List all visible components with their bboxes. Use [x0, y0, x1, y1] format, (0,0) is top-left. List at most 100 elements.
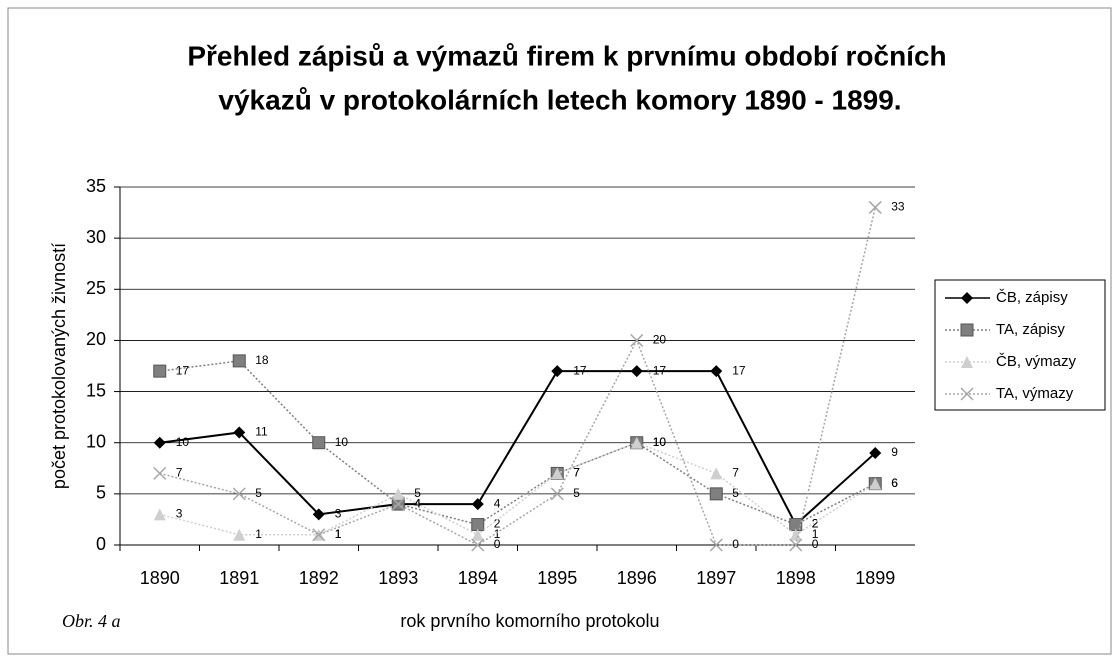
marker	[630, 365, 643, 378]
series-line	[159, 360, 876, 526]
marker	[869, 446, 882, 459]
data-label: 7	[573, 466, 580, 480]
data-label: 5	[414, 486, 421, 500]
figure-note: Obr. 4 a	[62, 611, 121, 631]
data-label: 6	[891, 476, 898, 490]
marker	[312, 508, 325, 521]
x-tick-label: 1898	[776, 568, 816, 588]
marker	[471, 498, 484, 511]
data-label: 18	[255, 353, 269, 367]
marker	[471, 528, 484, 541]
series-line	[159, 441, 876, 536]
marker	[789, 538, 803, 552]
chart-subtitle: výkazů v protokolárních letech komory 18…	[218, 84, 901, 115]
data-label: 10	[176, 435, 190, 449]
legend-label: TA, zápisy	[996, 321, 1065, 338]
data-label: 1	[255, 527, 262, 541]
data-label: 11	[255, 425, 268, 439]
data-label: 1	[335, 527, 342, 541]
data-label: 2	[494, 517, 501, 531]
x-tick-label: 1891	[219, 568, 259, 588]
legend-label: ČB, zápisy	[996, 289, 1068, 306]
data-label: 2	[812, 517, 819, 531]
legend-marker	[960, 323, 974, 337]
legend-marker	[961, 292, 973, 304]
marker	[471, 518, 485, 532]
marker	[232, 354, 246, 368]
marker	[709, 487, 723, 501]
x-tick-label: 1895	[537, 568, 577, 588]
data-label: 20	[653, 333, 667, 347]
data-label: 17	[176, 363, 190, 377]
marker	[153, 508, 166, 521]
data-label: 5	[732, 486, 739, 500]
marker	[233, 426, 246, 439]
y-axis-label: počet protokolovaných živností	[49, 243, 69, 489]
x-tick-label: 1894	[458, 568, 498, 588]
data-label: 0	[812, 537, 819, 551]
marker	[789, 528, 802, 541]
data-label: 6	[891, 476, 898, 490]
data-label: 17	[573, 363, 587, 377]
chart-title: Přehled zápisů a výmazů firem k prvnímu …	[187, 40, 946, 71]
y-tick-label: 0	[96, 534, 106, 554]
marker	[153, 466, 167, 480]
legend-label: ČB, výmazy	[996, 353, 1077, 370]
x-tick-label: 1899	[855, 568, 895, 588]
data-label: 33	[891, 200, 905, 214]
marker	[630, 333, 644, 347]
data-label: 7	[732, 466, 739, 480]
marker	[391, 497, 405, 511]
y-tick-label: 20	[86, 329, 106, 349]
data-label: 10	[653, 435, 667, 449]
data-label: 5	[573, 486, 580, 500]
marker	[709, 538, 723, 552]
marker	[710, 467, 723, 480]
data-label: 17	[653, 363, 667, 377]
y-tick-label: 35	[86, 176, 106, 196]
y-tick-label: 25	[86, 278, 106, 298]
x-tick-label: 1897	[696, 568, 736, 588]
legend-marker	[960, 387, 974, 401]
marker	[471, 538, 485, 552]
data-label: 17	[732, 363, 746, 377]
legend	[934, 279, 1106, 411]
data-label: 1	[335, 527, 342, 541]
y-tick-label: 15	[86, 380, 106, 400]
data-label: 7	[176, 466, 183, 480]
data-label: 10	[653, 435, 667, 449]
marker	[868, 200, 882, 214]
marker	[153, 364, 167, 378]
marker	[550, 487, 564, 501]
marker	[232, 487, 246, 501]
marker	[551, 365, 564, 378]
data-label: 0	[732, 537, 739, 551]
data-label: 9	[891, 445, 898, 459]
series-line	[159, 207, 876, 546]
marker	[710, 365, 723, 378]
x-axis-label: rok prvního komorního protokolu	[400, 611, 659, 631]
marker	[392, 487, 405, 500]
chart-frame	[7, 7, 1112, 655]
data-label: 2	[812, 517, 819, 531]
data-label: 1	[812, 527, 819, 541]
data-label: 5	[255, 486, 262, 500]
series-line	[159, 370, 876, 527]
marker	[312, 528, 326, 542]
x-tick-label: 1896	[617, 568, 657, 588]
data-label: 1	[494, 527, 501, 541]
data-label: 10	[335, 435, 349, 449]
data-label: 7	[573, 466, 580, 480]
marker	[630, 436, 643, 449]
marker	[312, 436, 326, 450]
data-label: 0	[494, 537, 501, 551]
marker	[551, 467, 564, 480]
legend-label: TA, výmazy	[996, 385, 1074, 402]
data-label: 3	[176, 506, 183, 520]
data-label: 3	[335, 506, 342, 520]
legend-marker	[961, 356, 973, 368]
marker	[233, 528, 246, 541]
x-tick-label: 1893	[378, 568, 418, 588]
data-label: 4	[414, 496, 421, 510]
